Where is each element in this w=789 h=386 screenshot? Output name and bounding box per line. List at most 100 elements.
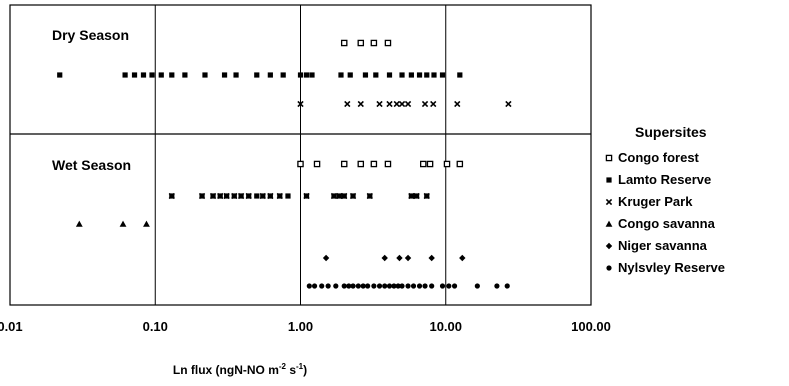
legend-marker: [605, 154, 613, 162]
data-point-nylsvley-reserve: [439, 283, 446, 289]
data-point-kruger-park: [259, 192, 266, 200]
data-point-lamto-reserve: [439, 72, 446, 78]
data-point-nylsvley-reserve: [422, 283, 428, 289]
data-point-lamto-reserve: [233, 72, 239, 78]
legend-marker: [605, 242, 613, 250]
data-point-lamto-reserve: [122, 72, 128, 78]
data-point-lamto-reserve: [408, 72, 414, 78]
data-point-kruger-park: [386, 100, 393, 108]
legend-marker: [605, 220, 613, 227]
data-point-lamto-reserve: [309, 72, 315, 78]
data-point-lamto-reserve: [149, 72, 155, 78]
data-point-kruger-park: [393, 100, 400, 108]
row-congo-savanna: [75, 220, 150, 227]
data-point-nylsvley-reserve: [410, 283, 417, 289]
row-niger-savanna: [322, 254, 466, 262]
data-point-lamto-reserve: [373, 72, 379, 78]
data-point-congo-forest: [370, 160, 378, 168]
legend-label: Kruger Park: [618, 194, 693, 209]
data-point-nylsvley-reserve: [446, 283, 452, 289]
data-point-nylsvley-reserve: [494, 283, 500, 289]
row-nylsvley-reserve: [306, 283, 510, 289]
data-point-lamto-reserve: [158, 72, 164, 78]
data-point-lamto-reserve: [285, 193, 291, 199]
legend-item-nylsvley-reserve: Nylsvley Reserve: [606, 260, 725, 275]
x-tick-label: 10.00: [429, 319, 462, 334]
data-point-congo-savanna: [143, 220, 150, 227]
legend-item-congo-savanna: Congo savanna: [605, 216, 716, 231]
row-kruger-park: [168, 192, 430, 200]
data-point-kruger-park: [430, 100, 437, 108]
data-point-kruger-park: [303, 192, 310, 200]
legend-label: Congo savanna: [618, 216, 716, 231]
legend-item-lamto-reserve: Lamto Reserve: [606, 172, 711, 187]
data-point-kruger-park: [223, 192, 230, 200]
data-point-kruger-park: [454, 100, 461, 108]
legend-item-niger-savanna: Niger savanna: [605, 238, 708, 253]
x-tick-label: 1.00: [288, 319, 313, 334]
data-point-kruger-park: [357, 100, 364, 108]
data-point-congo-forest: [426, 160, 434, 168]
data-point-lamto-reserve: [57, 72, 63, 78]
legend-item-kruger-park: Kruger Park: [605, 194, 693, 209]
data-point-lamto-reserve: [140, 72, 147, 78]
data-point-niger-savanna: [322, 254, 330, 262]
data-point-congo-forest: [340, 160, 348, 168]
data-point-nylsvley-reserve: [319, 283, 325, 289]
data-point-lamto-reserve: [254, 72, 260, 78]
data-point-niger-savanna: [404, 254, 412, 262]
data-point-lamto-reserve: [169, 72, 175, 78]
data-point-kruger-park: [198, 192, 206, 200]
data-point-lamto-reserve: [431, 72, 437, 78]
legend-label: Nylsvley Reserve: [618, 260, 725, 275]
data-point-congo-forest: [313, 160, 321, 168]
data-point-kruger-park: [398, 100, 406, 108]
legend-marker: [606, 265, 612, 271]
data-point-lamto-reserve: [347, 72, 353, 78]
legend-marker: [606, 177, 612, 183]
data-point-kruger-park: [376, 100, 383, 108]
data-point-kruger-park: [336, 192, 343, 200]
data-point-nylsvley-reserve: [341, 283, 347, 289]
legend-marker: [605, 198, 613, 206]
panel-wet-season: Wet Season: [52, 157, 510, 289]
legend-label: Congo forest: [618, 150, 700, 165]
row-congo-forest: [297, 160, 464, 168]
data-point-kruger-park: [404, 100, 412, 108]
data-point-nylsvley-reserve: [405, 283, 411, 289]
data-point-lamto-reserve: [267, 72, 273, 78]
data-point-nylsvley-reserve: [311, 283, 318, 289]
data-point-congo-forest: [443, 160, 451, 168]
data-point-lamto-reserve: [362, 72, 369, 78]
legend-label: Niger savanna: [618, 238, 708, 253]
data-point-lamto-reserve: [338, 72, 344, 78]
x-tick-label: 0.10: [143, 319, 168, 334]
data-point-niger-savanna: [381, 254, 388, 262]
data-point-congo-forest: [384, 39, 392, 47]
legend: Supersites Congo forest Lamto Reserve Kruge…: [605, 124, 725, 275]
data-point-kruger-park: [245, 192, 252, 200]
data-point-kruger-park: [209, 192, 217, 200]
x-tick-label: 0.01: [0, 319, 23, 334]
data-point-lamto-reserve: [386, 72, 393, 78]
data-point-kruger-park: [341, 192, 348, 200]
data-point-kruger-park: [413, 192, 420, 200]
panel-dry-season: Dry Season: [52, 27, 512, 108]
data-point-kruger-park: [421, 100, 429, 108]
panel-label: Dry Season: [52, 27, 129, 43]
data-point-nylsvley-reserve: [451, 283, 458, 289]
data-point-kruger-park: [344, 100, 351, 108]
data-point-lamto-reserve: [131, 72, 138, 78]
data-point-kruger-park: [366, 192, 373, 200]
data-point-kruger-park: [168, 192, 175, 200]
data-point-congo-savanna: [75, 220, 83, 227]
data-point-nylsvley-reserve: [306, 283, 312, 289]
data-point-nylsvley-reserve: [350, 283, 356, 289]
data-point-congo-savanna: [119, 220, 127, 227]
data-point-nylsvley-reserve: [360, 283, 366, 289]
data-point-lamto-reserve: [399, 72, 405, 78]
data-point-kruger-park: [237, 192, 245, 200]
data-point-nylsvley-reserve: [371, 283, 377, 289]
data-point-congo-forest: [357, 39, 365, 47]
data-point-nylsvley-reserve: [382, 283, 388, 289]
